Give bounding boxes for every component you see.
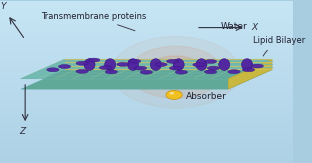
Ellipse shape bbox=[84, 59, 95, 70]
Ellipse shape bbox=[117, 62, 129, 66]
Ellipse shape bbox=[58, 65, 71, 68]
Polygon shape bbox=[21, 70, 272, 89]
Polygon shape bbox=[21, 59, 272, 79]
Ellipse shape bbox=[204, 70, 217, 74]
Ellipse shape bbox=[140, 70, 153, 74]
Polygon shape bbox=[228, 59, 272, 89]
Ellipse shape bbox=[76, 61, 88, 65]
Ellipse shape bbox=[47, 68, 59, 72]
Circle shape bbox=[129, 46, 222, 98]
Ellipse shape bbox=[76, 69, 88, 73]
Ellipse shape bbox=[167, 59, 179, 63]
Ellipse shape bbox=[251, 64, 263, 68]
Ellipse shape bbox=[241, 59, 253, 70]
Ellipse shape bbox=[169, 66, 182, 70]
Ellipse shape bbox=[88, 58, 100, 62]
Ellipse shape bbox=[204, 59, 217, 63]
Text: Y: Y bbox=[1, 2, 6, 11]
Text: Lipid Bilayer: Lipid Bilayer bbox=[253, 37, 305, 56]
Circle shape bbox=[169, 92, 174, 95]
Ellipse shape bbox=[128, 59, 139, 70]
Text: Absorber: Absorber bbox=[186, 92, 227, 101]
Circle shape bbox=[111, 37, 240, 108]
Ellipse shape bbox=[228, 70, 240, 74]
Ellipse shape bbox=[242, 68, 255, 72]
Text: X: X bbox=[251, 23, 258, 32]
Text: Z: Z bbox=[19, 127, 25, 136]
Ellipse shape bbox=[105, 59, 116, 70]
Ellipse shape bbox=[219, 59, 230, 70]
Ellipse shape bbox=[173, 59, 184, 70]
Ellipse shape bbox=[193, 63, 205, 67]
Ellipse shape bbox=[134, 66, 147, 70]
Ellipse shape bbox=[99, 66, 112, 70]
Ellipse shape bbox=[150, 59, 161, 70]
Text: Transmembrane proteins: Transmembrane proteins bbox=[41, 12, 146, 31]
Ellipse shape bbox=[196, 59, 207, 70]
Circle shape bbox=[166, 90, 182, 99]
Circle shape bbox=[158, 62, 193, 82]
Ellipse shape bbox=[175, 70, 188, 74]
Ellipse shape bbox=[207, 66, 220, 70]
Circle shape bbox=[146, 56, 205, 88]
Ellipse shape bbox=[155, 63, 167, 67]
Ellipse shape bbox=[129, 59, 141, 63]
Text: Water: Water bbox=[221, 22, 247, 31]
Ellipse shape bbox=[105, 70, 117, 74]
